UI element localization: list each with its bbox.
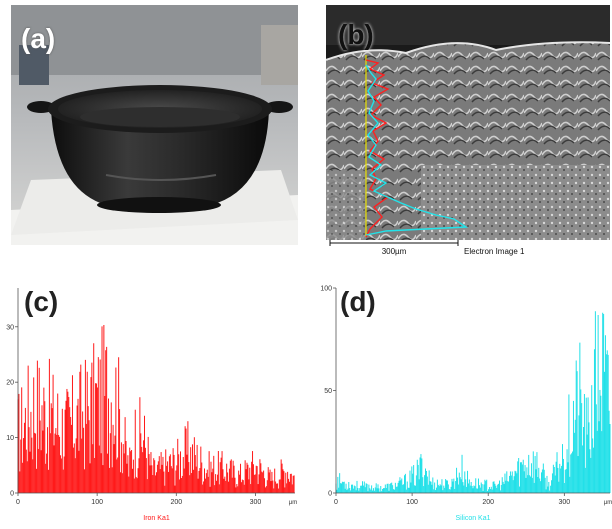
panel-c-label: (c) — [24, 286, 59, 317]
sem-image: 300µm Electron Image 1 — [326, 5, 610, 257]
sem-caption: Electron Image 1 — [464, 247, 525, 256]
scale-bar-label: 300µm — [382, 247, 407, 256]
x-tick-label: 300 — [250, 499, 262, 506]
x-tick-label: 100 — [91, 499, 103, 506]
panel-a-photo: (a) — [11, 5, 298, 245]
y-tick-label: 50 — [324, 388, 332, 395]
x-tick-label: 0 — [334, 499, 338, 506]
y-tick-label: 0 — [328, 491, 332, 498]
x-tick-label: 200 — [170, 499, 182, 506]
silicon-bars — [335, 311, 611, 493]
iron-profile-chart: 0 100 200 300 μm 0 10 20 30 Iron Ka1 — [6, 288, 297, 522]
panel-d-chart: 0 100 200 300 μm 0 50 100 Silicon Ka1 (d) — [310, 280, 612, 529]
x-tick-label: 300 — [558, 499, 570, 506]
panel-a-label: (a) — [21, 23, 56, 54]
silicon-profile-chart: 0 100 200 300 μm 0 50 100 Silicon Ka1 — [320, 286, 612, 523]
legend-series-name: Silicon Ka1 — [455, 515, 490, 522]
y-tick-label: 30 — [6, 324, 14, 331]
silicon-axes: 0 100 200 300 μm 0 50 100 Silicon Ka1 — [320, 286, 612, 523]
panel-c-chart: 0 100 200 300 μm 0 10 20 30 Iron Ka1 (c) — [0, 280, 300, 529]
iron-bars — [17, 325, 295, 493]
panel-b-label: (b) — [338, 19, 374, 50]
y-tick-label: 10 — [6, 435, 14, 442]
y-tick-label: 0 — [10, 491, 14, 498]
x-unit-label: μm — [604, 500, 612, 506]
y-tick-label: 100 — [320, 286, 332, 293]
legend-series-name: Iron Ka1 — [143, 515, 170, 522]
panel-b-sem: 300µm Electron Image 1 (b) — [326, 5, 610, 257]
x-unit-label: μm — [289, 500, 297, 506]
panel-d-label: (d) — [340, 286, 376, 317]
pot-photo — [11, 5, 298, 245]
x-tick-label: 0 — [16, 499, 20, 506]
x-tick-label: 100 — [406, 499, 418, 506]
x-tick-label: 200 — [482, 499, 494, 506]
iron-axes: 0 100 200 300 μm 0 10 20 30 Iron Ka1 — [6, 288, 297, 522]
y-tick-label: 20 — [6, 380, 14, 387]
